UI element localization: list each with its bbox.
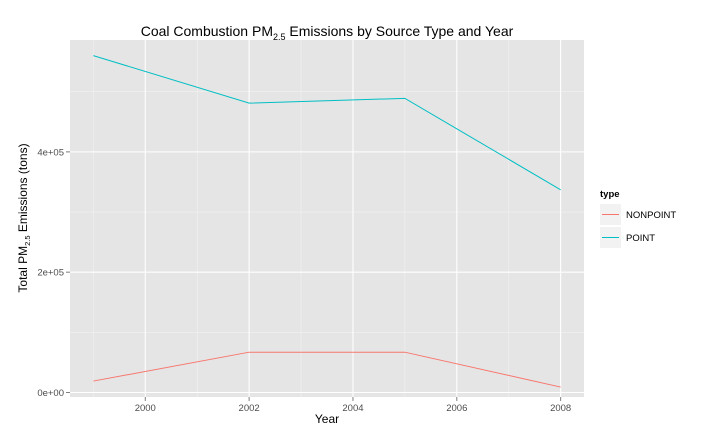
minor-grid [70,40,584,397]
x-tick-label: 2006 [446,403,467,414]
x-tick-label: 2000 [135,403,156,414]
y-axis-ticks: 0e+00 2e+05 4e+05 [37,147,70,399]
series-line-nonpoint [93,351,561,388]
legend-label-point: POINT [626,233,655,244]
x-axis-title: Year [315,412,339,426]
series-lines [93,55,561,388]
y-tick-label: 0e+00 [37,388,64,399]
y-tick-label: 4e+05 [37,147,64,158]
chart-title: Coal Combustion PM2.5 Emissions by Sourc… [141,23,514,42]
x-tick-label: 2004 [342,403,363,414]
y-axis-title: Total PM2.5 Emissions (tons) [16,143,32,292]
x-tick-label: 2002 [239,403,260,414]
plot-panel [70,40,584,397]
x-axis-ticks: 2000 2002 2004 2006 2008 [135,397,571,414]
legend-label-nonpoint: NONPOINT [626,210,676,221]
x-tick-label: 2008 [550,403,571,414]
legend-title: type [600,189,620,200]
legend: type NONPOINT POINT [600,189,676,248]
series-line-point [93,55,561,191]
y-tick-label: 2e+05 [37,268,64,279]
